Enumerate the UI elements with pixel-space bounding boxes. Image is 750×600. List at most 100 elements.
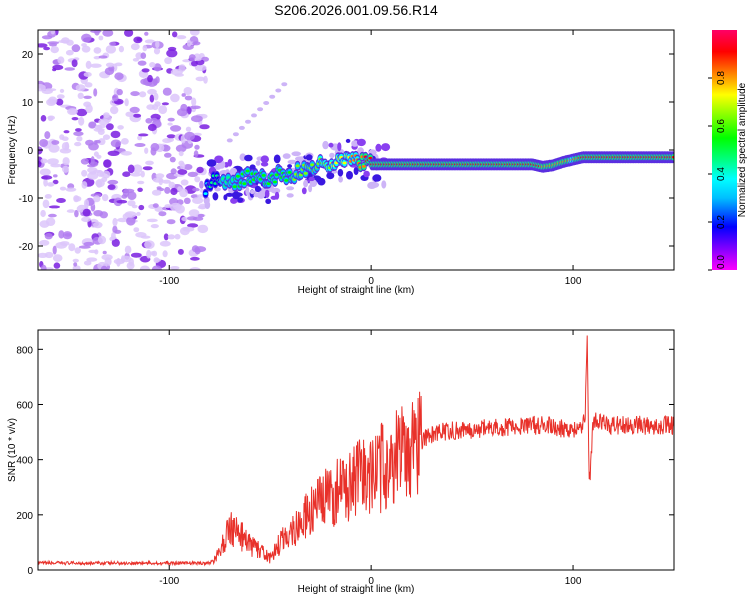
noise-blob <box>161 102 169 106</box>
noise-blob <box>88 142 99 151</box>
noise-blob <box>176 35 187 40</box>
noise-blob <box>55 242 68 249</box>
noise-blob <box>153 92 159 101</box>
noise-blob <box>151 265 162 270</box>
noise-blob <box>194 144 200 150</box>
noise-blob <box>125 111 134 118</box>
noise-blob <box>154 206 164 212</box>
noise-blob <box>152 203 159 208</box>
noise-blob <box>189 105 201 110</box>
noise-blob <box>188 209 200 217</box>
trace-halo-blob <box>291 151 302 157</box>
noise-blob <box>47 158 59 165</box>
noise-blob <box>145 160 154 166</box>
noise-blob <box>74 209 79 218</box>
noise-blob <box>73 195 80 203</box>
snr-ytick-label: 0 <box>27 566 33 577</box>
noise-blob <box>175 144 187 153</box>
noise-blob <box>81 216 92 223</box>
colorbar-tick-label: 0.8 <box>716 71 727 85</box>
noise-blob <box>105 62 115 68</box>
noise-blob <box>78 116 85 126</box>
noise-blob <box>170 168 177 175</box>
noise-blob <box>75 84 86 92</box>
trace-halo-blob <box>265 198 272 204</box>
snr-series-line <box>38 335 674 567</box>
noise-blob <box>150 251 156 256</box>
trace-halo-blob <box>337 142 342 152</box>
noise-blob <box>71 44 81 53</box>
trace-halo-blob <box>375 143 382 152</box>
snr-xtick-label: 0 <box>368 576 374 587</box>
trace-halo-blob <box>260 155 269 163</box>
trace-halo-blob <box>346 170 353 180</box>
trace-halo-blob <box>237 197 244 203</box>
noise-blob <box>129 106 140 114</box>
noise-blob <box>98 35 104 41</box>
noise-blob <box>48 43 58 47</box>
noise-blob <box>137 135 143 141</box>
trace-core <box>273 180 277 184</box>
noise-blob <box>83 72 92 77</box>
streak-blob <box>263 101 270 105</box>
trace-core <box>261 174 266 177</box>
streak-blob <box>251 113 257 118</box>
trace-halo-blob <box>356 138 366 147</box>
noise-blob <box>146 218 158 223</box>
noise-blob <box>167 122 173 126</box>
trace-core <box>295 164 300 168</box>
noise-blob <box>180 103 188 112</box>
noise-blob <box>197 224 209 234</box>
noise-blob <box>44 131 51 140</box>
trace-halo-blob <box>264 189 270 198</box>
noise-blob <box>187 171 198 177</box>
trace-halo-blob <box>261 186 266 196</box>
noise-blob <box>85 60 92 69</box>
heatmap-xtick-label: -100 <box>159 276 179 287</box>
noise-blob <box>73 262 78 267</box>
colorbar-label: Normalized spectral amplitude <box>737 82 748 217</box>
noise-blob <box>76 108 88 117</box>
noise-blob <box>168 181 176 189</box>
noise-blob <box>88 249 98 254</box>
noise-blob <box>93 210 104 217</box>
noise-blob <box>145 118 153 124</box>
noise-blob <box>191 115 203 123</box>
snr-xtick-label: -100 <box>159 576 179 587</box>
noise-blob <box>56 198 66 203</box>
noise-blob <box>132 58 139 62</box>
noise-blob <box>138 133 149 137</box>
noise-blob <box>124 30 134 37</box>
signal-trace <box>202 138 674 209</box>
noise-blob <box>48 205 61 209</box>
noise-blob <box>72 258 79 263</box>
noise-blob <box>188 54 196 62</box>
trace-halo-blob <box>260 161 269 167</box>
noise-blob <box>71 59 78 68</box>
noise-blob <box>138 204 145 211</box>
noise-blob <box>98 55 108 59</box>
trace-halo-blob <box>282 153 291 159</box>
noise-blob <box>65 49 74 56</box>
trace-halo-blob <box>317 177 326 186</box>
noise-blob <box>153 63 162 72</box>
trace-halo-blob <box>329 152 335 158</box>
noise-blob <box>96 154 102 159</box>
noise-blob <box>149 94 155 103</box>
noise-blob <box>57 56 65 64</box>
noise-blob <box>76 135 83 142</box>
trace-halo-blob <box>363 170 370 178</box>
noise-blob <box>179 162 186 170</box>
noise-blob <box>116 257 121 267</box>
noise-blob <box>104 67 115 75</box>
noise-blob <box>185 126 192 132</box>
noise-blob <box>178 150 184 157</box>
noise-blob <box>43 178 48 187</box>
noise-blob <box>158 105 168 115</box>
trace-halo-blob <box>286 186 295 191</box>
noise-blob <box>97 235 107 245</box>
noise-blob <box>67 108 78 116</box>
streak-blob <box>275 88 282 93</box>
noise-blob <box>51 140 60 145</box>
noise-blob <box>120 151 133 156</box>
